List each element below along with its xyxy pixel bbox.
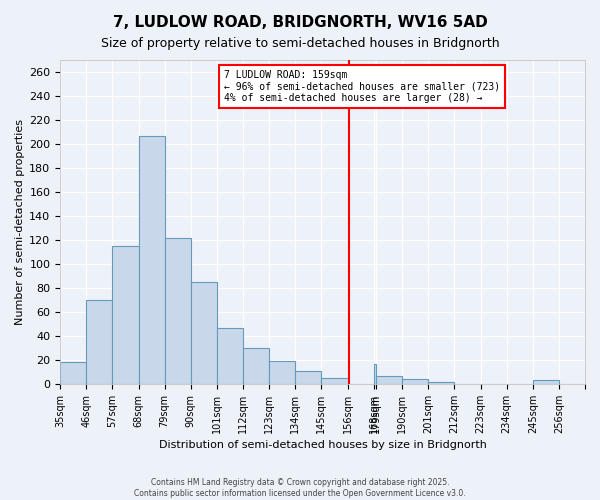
Bar bbox=[112, 246, 139, 384]
X-axis label: Distribution of semi-detached houses by size in Bridgnorth: Distribution of semi-detached houses by … bbox=[158, 440, 487, 450]
Bar bbox=[60, 362, 86, 384]
Text: 7 LUDLOW ROAD: 159sqm
← 96% of semi-detached houses are smaller (723)
4% of semi: 7 LUDLOW ROAD: 159sqm ← 96% of semi-deta… bbox=[224, 70, 500, 103]
Bar bbox=[402, 379, 428, 384]
Bar bbox=[217, 328, 243, 384]
Bar bbox=[322, 378, 347, 384]
Bar bbox=[139, 136, 164, 384]
Bar bbox=[295, 371, 322, 384]
Bar bbox=[86, 300, 112, 384]
Bar bbox=[269, 361, 295, 384]
Bar bbox=[243, 348, 269, 384]
Bar bbox=[376, 376, 402, 384]
Text: Size of property relative to semi-detached houses in Bridgnorth: Size of property relative to semi-detach… bbox=[101, 38, 499, 51]
Bar bbox=[533, 380, 559, 384]
Bar bbox=[428, 382, 454, 384]
Bar bbox=[164, 238, 191, 384]
Y-axis label: Number of semi-detached properties: Number of semi-detached properties bbox=[15, 119, 25, 325]
Text: Contains HM Land Registry data © Crown copyright and database right 2025.
Contai: Contains HM Land Registry data © Crown c… bbox=[134, 478, 466, 498]
Bar bbox=[191, 282, 217, 384]
Bar bbox=[374, 364, 376, 384]
Text: 7, LUDLOW ROAD, BRIDGNORTH, WV16 5AD: 7, LUDLOW ROAD, BRIDGNORTH, WV16 5AD bbox=[113, 15, 487, 30]
